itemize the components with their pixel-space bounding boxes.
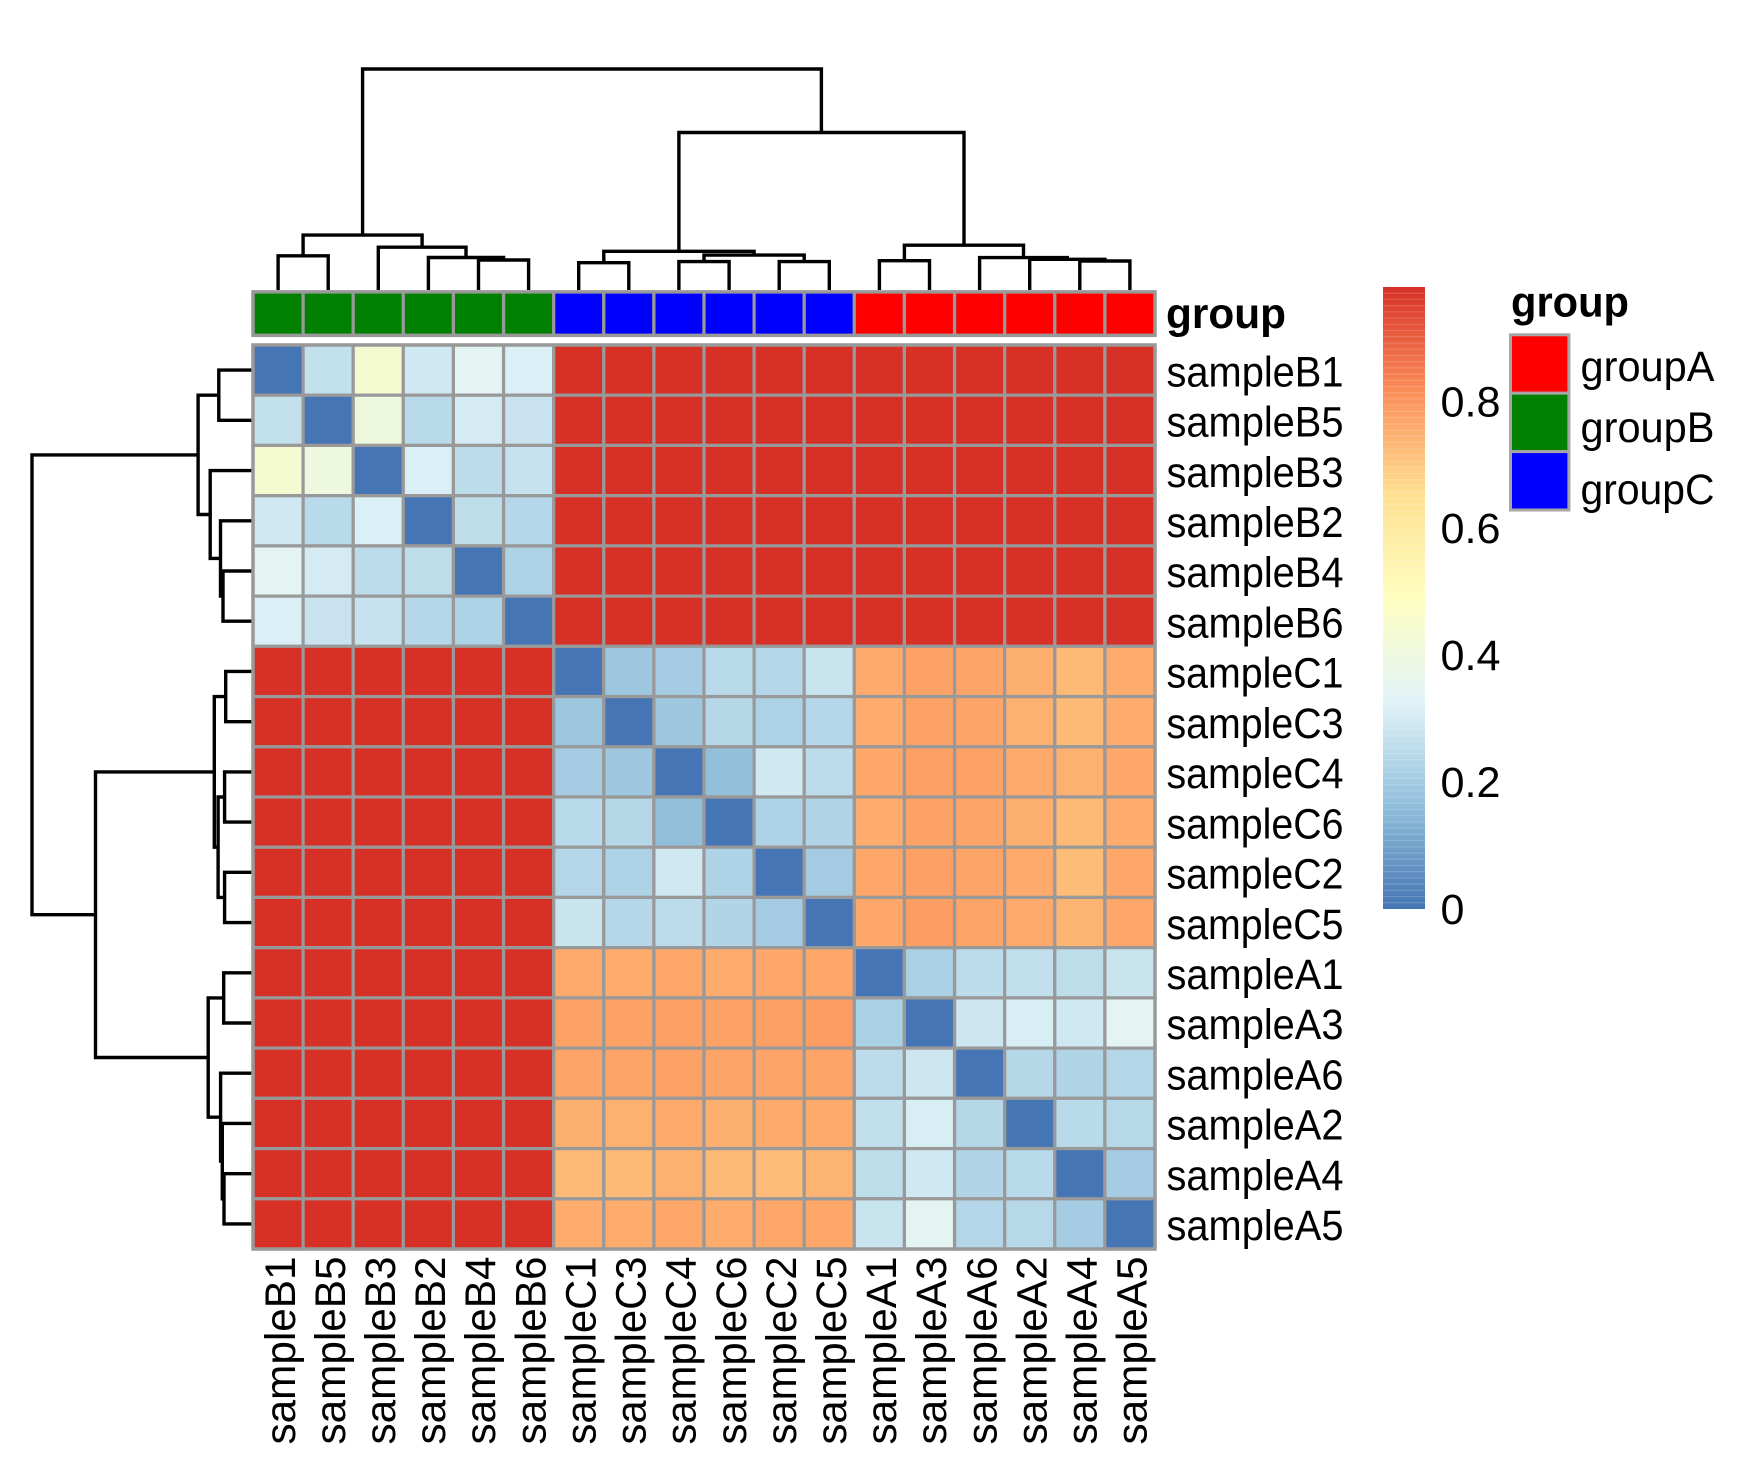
svg-text:groupA: groupA	[1581, 343, 1715, 391]
svg-text:sampleC3: sampleC3	[608, 1257, 656, 1445]
svg-text:sampleA3: sampleA3	[908, 1257, 956, 1445]
svg-text:sampleA2: sampleA2	[1008, 1257, 1056, 1445]
svg-text:sampleB6: sampleB6	[507, 1257, 555, 1445]
svg-text:sampleC5: sampleC5	[1167, 901, 1344, 949]
svg-text:sampleB1: sampleB1	[257, 1257, 305, 1445]
svg-text:0.4: 0.4	[1441, 632, 1501, 680]
svg-text:sampleB4: sampleB4	[1167, 549, 1344, 597]
svg-text:0: 0	[1441, 886, 1465, 934]
svg-text:sampleB4: sampleB4	[457, 1257, 505, 1445]
svg-text:sampleC6: sampleC6	[1167, 800, 1344, 848]
svg-text:sampleA1: sampleA1	[858, 1257, 906, 1445]
svg-text:sampleC1: sampleC1	[557, 1257, 605, 1445]
svg-text:sampleB2: sampleB2	[407, 1257, 455, 1445]
svg-text:sampleB6: sampleB6	[1167, 599, 1344, 647]
svg-text:sampleA2: sampleA2	[1167, 1102, 1344, 1150]
svg-text:groupB: groupB	[1581, 404, 1715, 452]
svg-text:0.8: 0.8	[1441, 378, 1501, 426]
svg-text:sampleA5: sampleA5	[1109, 1257, 1157, 1445]
svg-text:sampleC5: sampleC5	[808, 1257, 856, 1445]
svg-text:sampleB1: sampleB1	[1167, 348, 1344, 396]
svg-text:sampleC6: sampleC6	[708, 1257, 756, 1445]
svg-text:sampleB3: sampleB3	[1167, 449, 1344, 497]
svg-text:sampleA4: sampleA4	[1167, 1152, 1344, 1200]
svg-text:sampleC4: sampleC4	[1167, 750, 1344, 798]
svg-text:sampleB3: sampleB3	[357, 1257, 405, 1445]
svg-text:sampleA4: sampleA4	[1059, 1257, 1107, 1445]
svg-text:0.2: 0.2	[1441, 759, 1501, 807]
svg-text:sampleA6: sampleA6	[1167, 1051, 1344, 1099]
svg-text:groupC: groupC	[1581, 466, 1715, 514]
svg-text:sampleA3: sampleA3	[1167, 1001, 1344, 1049]
svg-text:sampleC4: sampleC4	[658, 1257, 706, 1445]
svg-text:sampleB5: sampleB5	[307, 1257, 355, 1445]
svg-text:sampleC1: sampleC1	[1167, 650, 1344, 698]
svg-text:sampleB5: sampleB5	[1167, 399, 1344, 447]
svg-text:sampleA5: sampleA5	[1167, 1202, 1344, 1250]
svg-text:sampleC2: sampleC2	[758, 1257, 806, 1445]
svg-text:sampleA1: sampleA1	[1167, 951, 1344, 999]
svg-text:group: group	[1511, 279, 1629, 327]
svg-text:sampleB2: sampleB2	[1167, 499, 1344, 547]
svg-text:sampleC3: sampleC3	[1167, 700, 1344, 748]
svg-text:group: group	[1166, 290, 1286, 338]
svg-text:sampleA6: sampleA6	[958, 1257, 1006, 1445]
svg-text:sampleC2: sampleC2	[1167, 851, 1344, 899]
svg-text:0.6: 0.6	[1441, 505, 1501, 553]
